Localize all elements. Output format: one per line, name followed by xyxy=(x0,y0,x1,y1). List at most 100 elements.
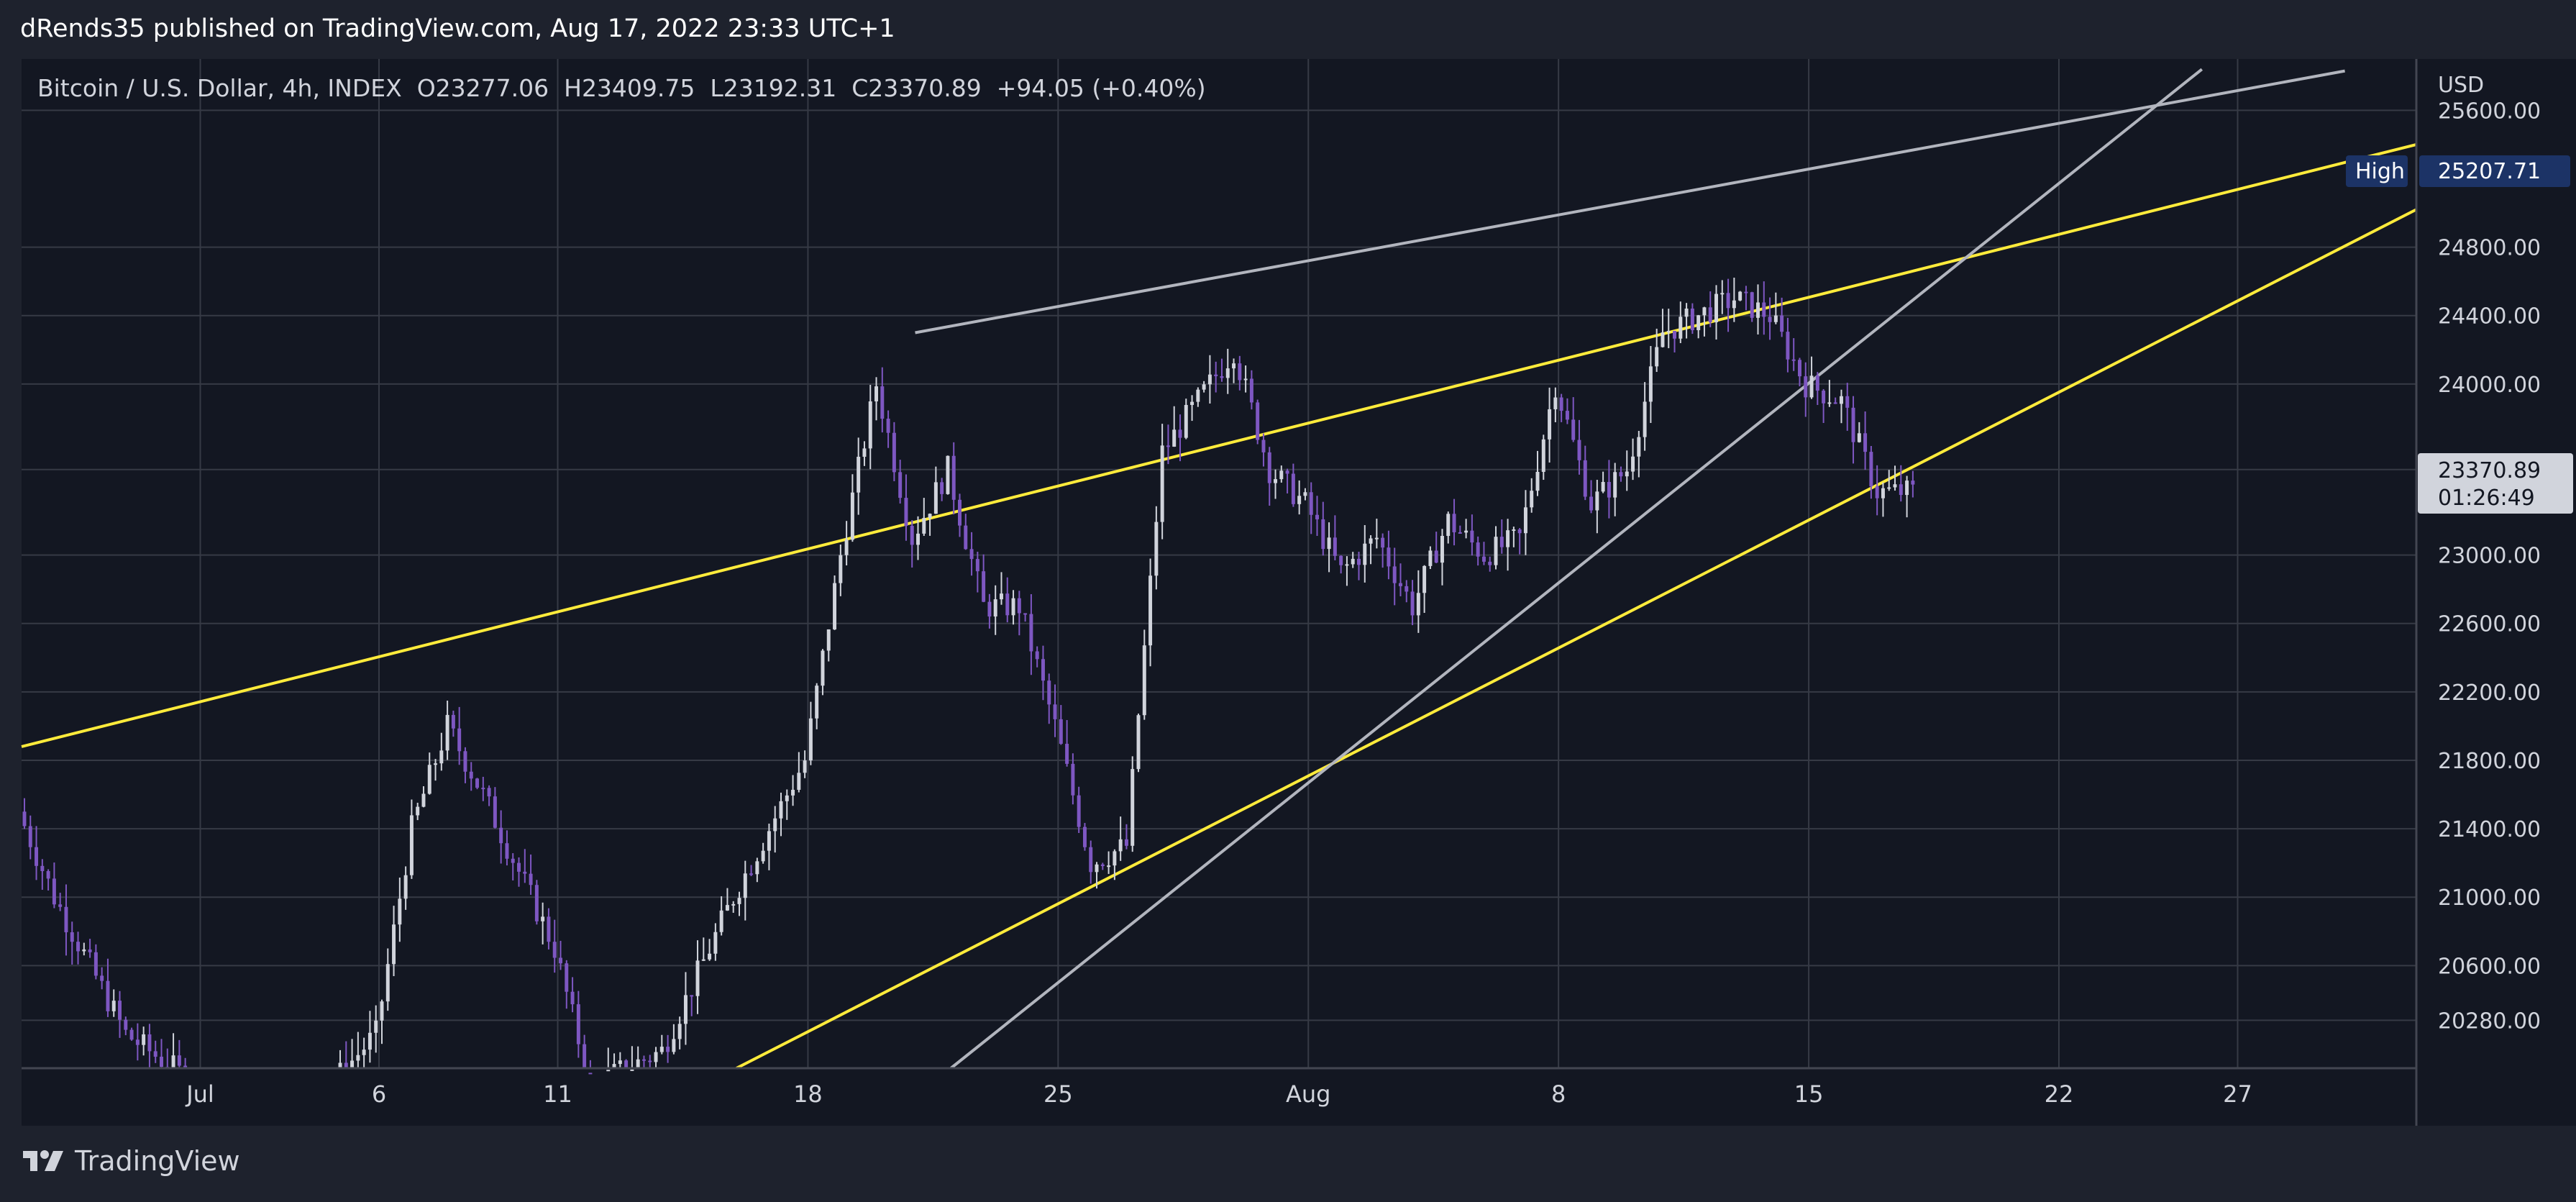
candle-down xyxy=(898,472,903,498)
candle-up xyxy=(1172,429,1177,447)
candle-down xyxy=(1178,429,1182,438)
candle-down xyxy=(1398,583,1402,586)
candle-up xyxy=(445,714,449,751)
candle-down xyxy=(135,1039,140,1045)
candle-down xyxy=(1220,376,1224,378)
candle-up xyxy=(850,492,854,540)
bottom-bar xyxy=(0,1126,2576,1202)
time-tick-label: 22 xyxy=(2045,1080,2074,1108)
candle-down xyxy=(910,526,914,545)
candle-up xyxy=(731,903,736,906)
candle-up xyxy=(606,1070,611,1072)
price-tick-label: 20600.00 xyxy=(2438,954,2541,979)
candle-up xyxy=(82,949,86,952)
candle-up xyxy=(403,875,408,899)
candle-down xyxy=(88,949,92,952)
candle-up xyxy=(1345,564,1349,566)
candle-up xyxy=(999,593,1003,600)
price-chart[interactable]: 25600.0024800.0024400.0024000.0023500.00… xyxy=(0,0,2576,1126)
high-tag-label: High xyxy=(2355,159,2405,184)
candle-down xyxy=(1822,391,1826,404)
candle-down xyxy=(1100,864,1105,867)
candle-down xyxy=(1077,795,1081,827)
price-axis-panel[interactable] xyxy=(2416,59,2576,1126)
candle-up xyxy=(1881,488,1885,498)
candle-up xyxy=(1131,769,1135,846)
candle-down xyxy=(583,1044,587,1068)
candle-down xyxy=(969,549,974,560)
candle-down xyxy=(1750,292,1754,318)
time-tick-label: 6 xyxy=(372,1080,386,1108)
candle-down xyxy=(982,571,986,602)
candle-down xyxy=(1261,440,1266,452)
legend-close: C23370.89 xyxy=(851,74,982,102)
candle-up xyxy=(374,1020,378,1033)
candle-up xyxy=(701,959,705,961)
candle-up xyxy=(434,763,438,765)
candle-up xyxy=(618,1060,622,1065)
candle-down xyxy=(529,873,533,885)
candle-up xyxy=(1548,409,1552,440)
candle-up xyxy=(1702,307,1707,316)
candle-down xyxy=(70,932,74,942)
candle-down xyxy=(1762,302,1766,317)
candle-down xyxy=(940,482,944,494)
candle-up xyxy=(1274,479,1278,483)
candle-down xyxy=(1797,360,1801,377)
candle-up xyxy=(1631,456,1635,472)
candle-down xyxy=(1059,719,1063,745)
time-axis-labels: Jul 6 11 18 25 Aug 8 15 22 27 xyxy=(185,1080,2252,1108)
candle-down xyxy=(457,728,462,752)
candle-up xyxy=(1595,491,1599,511)
candle-up xyxy=(928,514,932,519)
candle-down xyxy=(1452,514,1456,532)
candle-up xyxy=(695,960,700,996)
candle-up xyxy=(868,401,872,449)
candle-up xyxy=(1142,645,1146,716)
candle-up xyxy=(1905,481,1909,496)
candle-up xyxy=(672,1039,676,1052)
candle-up xyxy=(1202,384,1206,390)
candle-up xyxy=(1637,437,1641,457)
candle-up xyxy=(1678,317,1683,339)
candle-up xyxy=(1893,484,1897,488)
candle-down xyxy=(511,858,515,863)
price-tick-label: 25600.00 xyxy=(2438,99,2541,124)
candle-up xyxy=(1446,514,1451,537)
price-tick-label: 24800.00 xyxy=(2438,236,2541,261)
candle-down xyxy=(1833,402,1837,404)
candle-down xyxy=(904,498,908,527)
candle-up xyxy=(993,599,997,617)
candle-down xyxy=(1267,452,1271,483)
candle-down xyxy=(481,788,485,790)
candle-down xyxy=(1815,375,1819,391)
tradingview-brand[interactable]: TradingView xyxy=(22,1145,240,1177)
candle-up xyxy=(1839,396,1843,404)
candle-down xyxy=(1053,704,1057,719)
candle-down xyxy=(1291,473,1295,504)
candle-down xyxy=(451,714,455,729)
currency-label: USD xyxy=(2438,73,2484,98)
candle-up xyxy=(803,760,807,773)
candle-down xyxy=(1875,486,1879,498)
candle-down xyxy=(124,1019,128,1030)
candle-down xyxy=(1357,558,1361,565)
candle-up xyxy=(1118,839,1123,852)
time-tick-label: Jul xyxy=(185,1080,214,1108)
tradingview-logo-icon xyxy=(23,1150,63,1171)
candle-down xyxy=(1017,598,1021,614)
legend-low: L23192.31 xyxy=(710,74,837,102)
candle-up xyxy=(1738,291,1743,301)
candle-up xyxy=(1374,537,1379,539)
candle-up xyxy=(708,953,712,960)
candle-up xyxy=(743,873,747,898)
candle-down xyxy=(1065,744,1069,764)
candle-down xyxy=(1124,839,1128,846)
candle-up xyxy=(1506,530,1510,547)
candle-up xyxy=(833,583,837,629)
time-tick-label: 25 xyxy=(1043,1080,1073,1108)
candle-down xyxy=(344,1062,348,1068)
candle-up xyxy=(797,773,801,790)
candle-down xyxy=(40,865,45,871)
candle-up xyxy=(719,910,723,932)
